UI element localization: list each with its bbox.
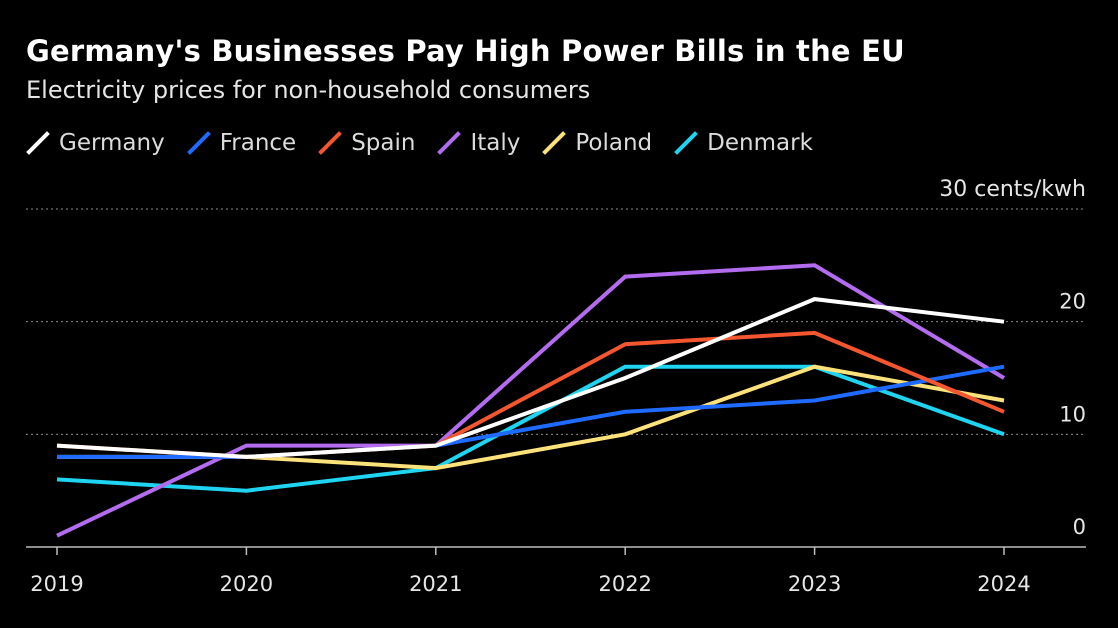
legend-swatch-poland — [542, 131, 567, 155]
legend-item-denmark: Denmark — [674, 130, 813, 156]
y-tick-label: 20 — [1059, 290, 1086, 314]
legend-swatch-spain — [318, 131, 343, 155]
legend-swatch-germany — [26, 131, 50, 155]
series-line-denmark — [56, 364, 1005, 493]
x-tick-label: 2022 — [598, 572, 651, 596]
legend-item-spain: Spain — [318, 130, 415, 156]
legend-item-italy: Italy — [437, 130, 520, 156]
legend-swatch-italy — [437, 131, 462, 155]
series-line-germany — [56, 297, 1005, 459]
legend-item-poland: Poland — [542, 130, 652, 156]
legend-label: Italy — [470, 130, 521, 156]
x-tick-label: 2023 — [788, 572, 841, 596]
x-tick-label: 2024 — [977, 572, 1030, 596]
legend-label: Spain — [351, 130, 416, 156]
x-tick-label: 2020 — [220, 572, 273, 596]
y-unit-label: 30 cents/kwh — [939, 177, 1086, 202]
y-tick-label: 10 — [1059, 402, 1086, 426]
legend-label: Poland — [575, 130, 653, 156]
legend-swatch-denmark — [674, 131, 699, 155]
legend-label: Denmark — [707, 130, 813, 156]
legend-item-germany: Germany — [26, 130, 165, 156]
y-tick-label: 0 — [1073, 515, 1086, 539]
legend-label: Germany — [59, 130, 165, 156]
series-line-spain — [56, 330, 1005, 459]
chart-subtitle: Electricity prices for non-household con… — [26, 76, 591, 104]
legend-label: France — [219, 130, 297, 156]
legend: Germany France Spain Italy Poland Denmark — [26, 126, 835, 160]
x-tick-label: 2021 — [409, 572, 462, 596]
chart-title: Germany's Businesses Pay High Power Bill… — [26, 34, 905, 68]
legend-swatch-france — [186, 131, 211, 155]
legend-item-france: France — [186, 130, 297, 156]
x-tick-label: 2019 — [30, 572, 83, 596]
series-line-italy — [56, 263, 1006, 538]
